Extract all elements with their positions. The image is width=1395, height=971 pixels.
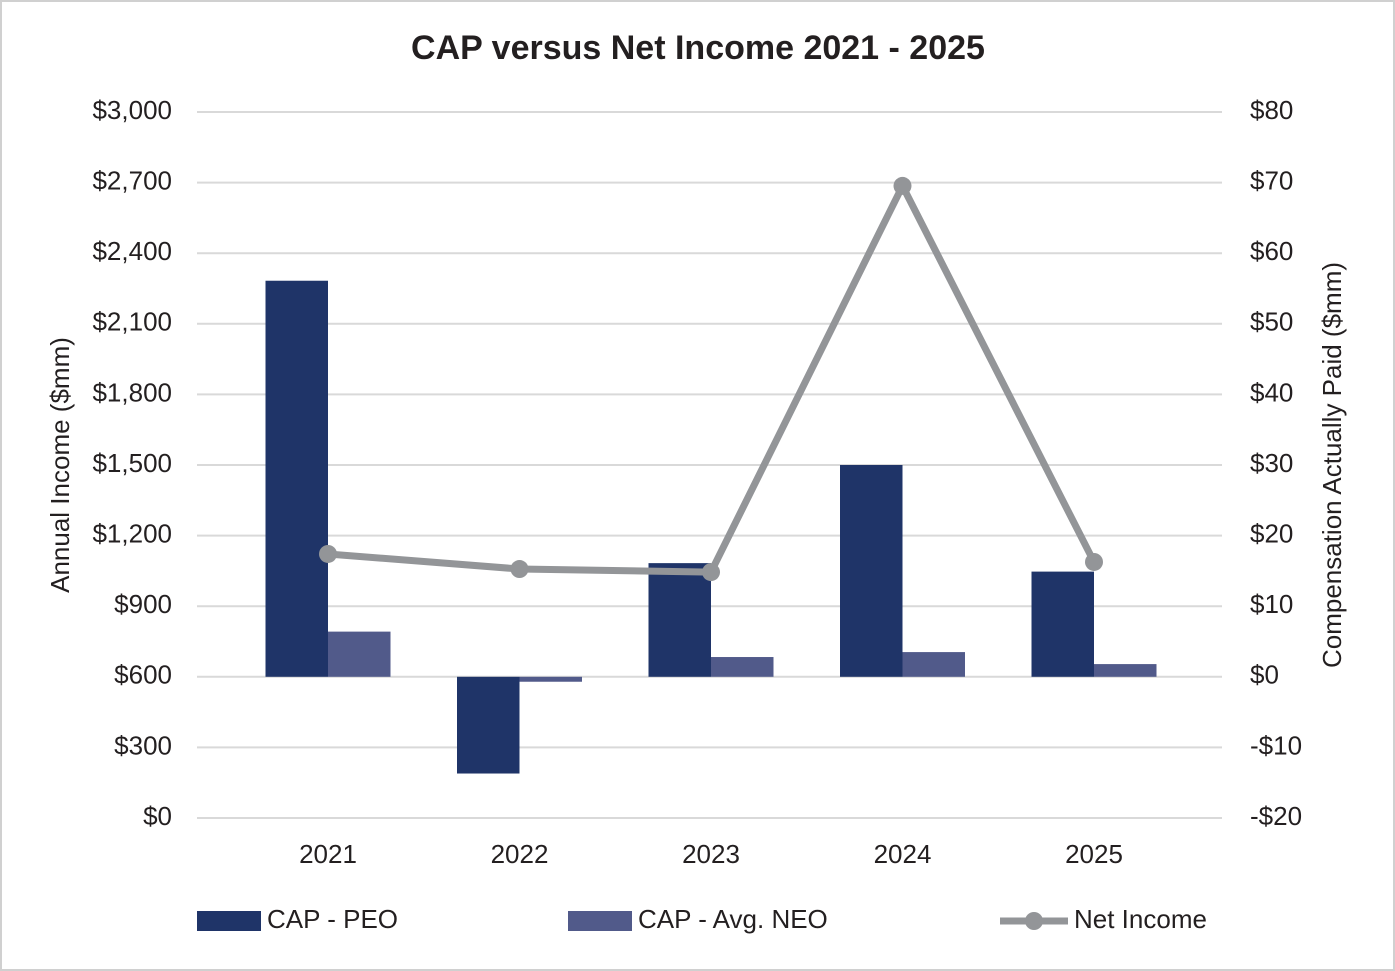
y-tick-label: $1,200 xyxy=(92,518,172,548)
bar xyxy=(265,280,328,677)
y-tick-label: $1,800 xyxy=(92,377,172,407)
x-tick-label: 2021 xyxy=(299,839,357,869)
y2-tick-label: $80 xyxy=(1250,95,1293,125)
line-marker xyxy=(510,560,529,579)
y2-tick-label: $40 xyxy=(1250,377,1293,407)
y-tick-label: $900 xyxy=(114,589,172,619)
y-axis-title: Annual Income ($mm) xyxy=(45,337,75,593)
bar xyxy=(840,465,903,677)
y-tick-label: $3,000 xyxy=(92,95,172,125)
y2-tick-label: $20 xyxy=(1250,518,1293,548)
bar xyxy=(1094,664,1157,677)
legend-label: CAP - PEO xyxy=(267,904,398,934)
y2-tick-label: $30 xyxy=(1250,448,1293,478)
y-tick-label: $2,700 xyxy=(92,165,172,195)
x-tick-label: 2022 xyxy=(491,839,549,869)
y2-axis-title: Compensation Actually Paid ($mm) xyxy=(1317,262,1347,668)
bar xyxy=(519,676,582,682)
y2-tick-label: $0 xyxy=(1250,660,1279,690)
bar xyxy=(328,631,391,677)
legend-label: Net Income xyxy=(1074,904,1207,934)
y-tick-label: $1,500 xyxy=(92,448,172,478)
line-marker xyxy=(1085,552,1103,571)
x-tick-label: 2025 xyxy=(1065,839,1123,869)
x-tick-label: 2024 xyxy=(874,839,932,869)
y-tick-label: $0 xyxy=(143,801,172,831)
y2-tick-label: $60 xyxy=(1250,236,1293,266)
bar xyxy=(902,652,965,677)
bar xyxy=(457,676,520,774)
legend-swatch xyxy=(568,911,632,931)
y2-tick-label: $10 xyxy=(1250,589,1293,619)
y2-tick-label: -$20 xyxy=(1250,801,1302,831)
line-marker xyxy=(702,563,720,582)
y2-tick-label: $50 xyxy=(1250,307,1293,337)
y-tick-label: $2,100 xyxy=(92,307,172,337)
legend-swatch xyxy=(1025,912,1043,930)
x-tick-label: 2023 xyxy=(682,839,740,869)
bar xyxy=(711,657,774,677)
bar xyxy=(1031,571,1094,677)
legend-swatch xyxy=(197,911,261,931)
y2-tick-label: $70 xyxy=(1250,165,1293,195)
y-tick-label: $300 xyxy=(114,730,172,760)
line-marker xyxy=(893,176,912,195)
y-tick-label: $600 xyxy=(114,660,172,690)
legend-label: CAP - Avg. NEO xyxy=(638,904,828,934)
bar xyxy=(648,563,711,677)
line-marker xyxy=(319,544,337,563)
chart-title: CAP versus Net Income 2021 - 2025 xyxy=(411,29,985,67)
y-tick-label: $2,400 xyxy=(92,236,172,266)
y2-tick-label: -$10 xyxy=(1250,730,1302,760)
